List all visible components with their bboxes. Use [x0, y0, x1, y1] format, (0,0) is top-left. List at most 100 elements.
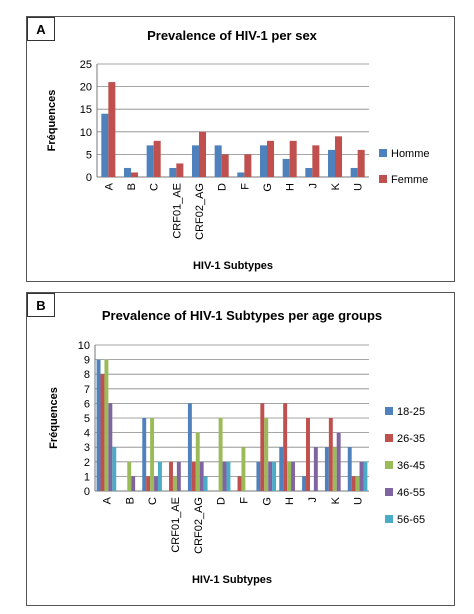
chart-b-bar [157, 461, 162, 491]
chart-a-xtick-label: CRF02_AG [194, 183, 206, 240]
chart-b-ytick-label: 5 [84, 413, 90, 425]
chart-b-bar [302, 476, 307, 491]
chart-b-bar [279, 447, 284, 491]
chart-a-bar [221, 154, 229, 177]
chart-b-bar [351, 476, 356, 491]
chart-a-bar [289, 140, 297, 177]
chart-b-bar [146, 476, 151, 491]
chart-a-xtick-label: C [149, 183, 161, 191]
chart-b-xtick-label: J [307, 497, 319, 503]
chart-a-xtick-label: U [353, 183, 365, 191]
chart-b-xlabel: HIV-1 Subtypes [192, 574, 272, 586]
chart-b-bar [268, 461, 273, 491]
chart-b-ytick-label: 9 [84, 355, 90, 367]
chart-a-bar [199, 131, 207, 177]
chart-b-bar [256, 461, 261, 491]
chart-a-bar [153, 140, 161, 177]
chart-a-legend-label: Homme [391, 148, 430, 160]
chart-b-legend-label: 36-45 [397, 460, 425, 472]
chart-a-bar [176, 163, 184, 177]
chart-b-bar [237, 476, 242, 491]
chart-a-ytick-label: 20 [80, 82, 92, 94]
chart-b-legend-label: 56-65 [397, 514, 425, 526]
chart-b-bar [195, 432, 200, 491]
chart-a-ytick-label: 15 [80, 104, 92, 116]
chart-b-bar [283, 403, 288, 491]
chart-a-bar [214, 145, 222, 177]
chart-b-bar [96, 359, 101, 491]
chart-b-bar [226, 461, 231, 491]
chart-a-legend-swatch [379, 175, 387, 183]
chart-b-bar [222, 461, 227, 491]
chart-a-bar [282, 158, 290, 177]
chart-b-legend-swatch [385, 461, 393, 469]
chart-a-xtick-label: K [330, 182, 342, 190]
chart-b-bar [287, 461, 292, 491]
chart-a-bar [305, 167, 313, 177]
chart-a-xtick-label: G [262, 183, 274, 192]
chart-b-xtick-label: G [261, 497, 273, 506]
chart-b-bar [131, 476, 136, 491]
chart-b-xtick-label: K [330, 496, 342, 504]
chart-a-xtick-label: A [103, 182, 115, 190]
chart-a-ylabel: Fréquences [46, 90, 58, 152]
chart-a-bar [312, 145, 320, 177]
panel-label-a: A [27, 17, 55, 41]
chart-b-legend-swatch [385, 488, 393, 496]
chart-b-xtick-label: C [147, 497, 159, 505]
chart-a-bar [267, 140, 275, 177]
chart-b-bar [203, 476, 208, 491]
chart-b-bar [108, 403, 113, 491]
chart-b-ytick-label: 8 [84, 369, 90, 381]
chart-b-title: Prevalence of HIV-1 Subtypes per age gro… [102, 308, 382, 323]
chart-a-bar [327, 149, 335, 177]
chart-a-bar [131, 172, 139, 177]
chart-a-bar [259, 145, 267, 177]
chart-a-ytick-label: 5 [86, 149, 92, 161]
chart-b-xtick-label: B [124, 497, 136, 504]
chart-b-bar [355, 476, 360, 491]
chart-a-ytick-label: 0 [86, 172, 92, 184]
chart-a-bar [101, 113, 109, 177]
chart-b-bar [347, 447, 352, 491]
chart-a-bar [335, 136, 343, 177]
panel-label-b: B [27, 293, 55, 317]
chart-b-legend-label: 46-55 [397, 487, 425, 499]
chart-b-legend-swatch [385, 515, 393, 523]
chart-b-bar [154, 476, 158, 491]
chart-a-bar [123, 167, 131, 177]
chart-b-bar [112, 447, 117, 491]
chart-b-xtick-label: CRF02_AG [193, 497, 205, 554]
chart-b-legend-swatch [385, 434, 393, 442]
chart-a-bar [350, 167, 358, 177]
chart-b-bar [324, 447, 329, 491]
chart-a-legend-label: Femme [391, 174, 428, 186]
chart-b-ytick-label: 6 [84, 398, 90, 410]
chart-a-xtick-label: CRF01_AE [171, 183, 183, 239]
chart-b-ytick-label: 1 [84, 471, 90, 483]
chart-panel-a: A Prevalence of HIV-1 per sex 0 5 10 15 20 25 A… [26, 16, 455, 282]
chart-b-ytick-label: 7 [84, 384, 90, 396]
chart-b-xtick-label: CRF01_AE [170, 497, 182, 553]
chart-b-bar [100, 374, 105, 491]
chart-b-ylabel: Fréquences [48, 387, 60, 449]
chart-b-ytick-label: 4 [84, 428, 90, 440]
chart-a-ytick-label: 10 [80, 127, 92, 139]
chart-a-bar [108, 82, 116, 177]
chart-a-bar [169, 167, 177, 177]
chart-b-bar [191, 461, 196, 491]
chart-b-ytick-label: 3 [84, 442, 90, 454]
chart-b-bar [359, 461, 364, 491]
chart-a-xtick-label: D [217, 183, 229, 191]
chart-a-xtick-label: F [239, 183, 251, 190]
chart-b-bar [199, 461, 204, 491]
chart-b-bar [332, 447, 337, 491]
chart-b-bar [313, 447, 318, 491]
chart-b-xtick-label: H [284, 497, 296, 505]
chart-panel-b: B Prevalence of HIV-1 Subtypes per age g… [26, 292, 455, 606]
chart-a-xlabel: HIV-1 Subtypes [193, 260, 273, 272]
chart-b-bar [260, 403, 265, 491]
chart-b-legend-label: 26-35 [397, 433, 425, 445]
chart-a-xtick-label: B [126, 183, 138, 190]
chart-b-bar [218, 418, 223, 491]
